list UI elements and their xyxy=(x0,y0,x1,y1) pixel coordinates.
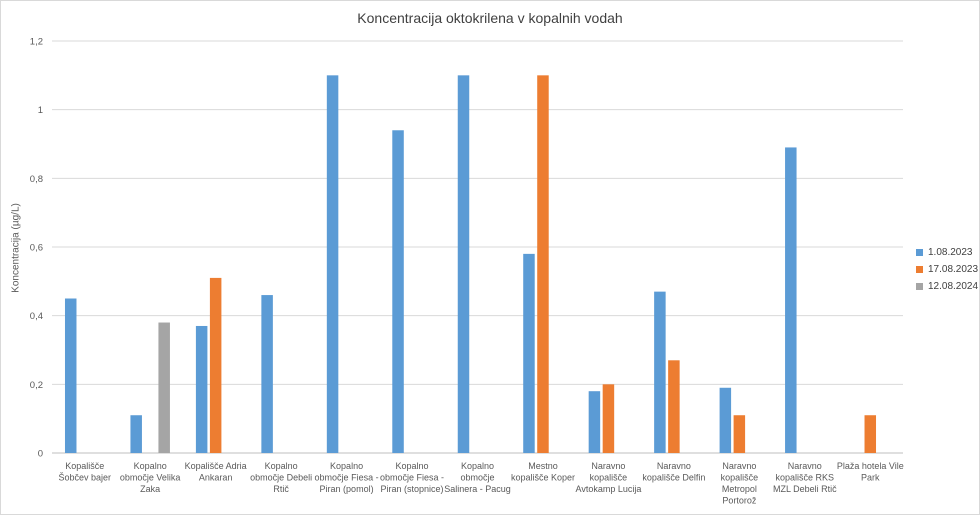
bar-17-08-2023 xyxy=(733,415,746,453)
x-tick-label: Kopalno xyxy=(461,461,494,471)
x-tick-label: Kopališče Adria xyxy=(185,461,247,471)
bar-1-08-2023 xyxy=(523,253,535,453)
legend-label: 1.08.2023 xyxy=(928,247,973,258)
x-tick-label: kopališče xyxy=(721,473,759,483)
bar-1-08-2023 xyxy=(588,391,601,453)
bar-17-08-2023 xyxy=(537,75,549,453)
bar-1-08-2023 xyxy=(457,75,470,453)
x-tick-label: območje Fiesa - xyxy=(315,473,379,483)
x-tick-label: Naravno xyxy=(788,461,822,471)
x-tick-label: Zaka xyxy=(140,484,160,494)
x-tick-label: Naravno xyxy=(722,461,756,471)
y-tick-label: 0,6 xyxy=(30,243,43,254)
x-tick-label: območje xyxy=(460,473,494,483)
x-tick-label: Avtokamp Lucija xyxy=(575,484,641,494)
x-tick-label: območje Fiesa - xyxy=(380,473,444,483)
bar-1-08-2023 xyxy=(130,415,142,453)
y-tick-label: 1 xyxy=(38,105,43,116)
x-tick-label: Šobčev bajer xyxy=(58,473,111,483)
x-tick-label: kopališče Koper xyxy=(511,473,575,483)
legend-label: 12.08.2024 xyxy=(928,281,979,292)
x-tick-label: Kopalno xyxy=(134,461,167,471)
x-tick-label: Kopališče xyxy=(65,461,104,471)
legend-swatch xyxy=(916,249,923,256)
x-tick-label: Kopalno xyxy=(330,461,363,471)
chart-title: Koncentracija oktokrilena v kopalnih vod… xyxy=(357,10,623,26)
x-tick-label: Ankaran xyxy=(199,473,233,483)
x-tick-label: kopališče Delfin xyxy=(642,473,705,483)
x-tick-label: Metropol xyxy=(722,484,757,494)
bar-1-08-2023 xyxy=(195,325,208,453)
bar-17-08-2023 xyxy=(209,277,222,453)
legend-swatch xyxy=(916,283,923,290)
y-tick-label: 1,2 xyxy=(30,37,43,48)
x-tick-label: kopališče xyxy=(590,473,628,483)
x-tick-label: Kopalno xyxy=(265,461,298,471)
bar-17-08-2023 xyxy=(602,384,615,453)
legend-swatch xyxy=(916,266,923,273)
bar-1-08-2023 xyxy=(719,387,732,453)
x-tick-label: MZL Debeli Rtič xyxy=(773,484,837,494)
x-tick-label: območje Debeli xyxy=(250,473,312,483)
bar-1-08-2023 xyxy=(654,291,666,453)
x-tick-label: Naravno xyxy=(591,461,625,471)
bar-17-08-2023 xyxy=(668,360,680,453)
x-tick-label: območje Velika xyxy=(120,473,181,483)
x-tick-label: Piran (pomol) xyxy=(320,484,374,494)
legend-item: 17.08.2023 xyxy=(916,261,978,278)
legend-item: 12.08.2024 xyxy=(916,278,978,295)
chart-legend: 1.08.2023 17.08.2023 12.08.2024 xyxy=(916,244,978,295)
bar-1-08-2023 xyxy=(326,75,339,453)
legend-item: 1.08.2023 xyxy=(916,244,978,261)
y-tick-label: 0,4 xyxy=(30,311,43,322)
x-tick-label: Portorož xyxy=(722,496,757,506)
x-tick-label: Salinera - Pacug xyxy=(444,484,511,494)
x-tick-label: Park xyxy=(861,473,880,483)
y-tick-label: 0,8 xyxy=(30,174,43,185)
bar-12-08-2024 xyxy=(158,322,170,453)
bar-1-08-2023 xyxy=(785,147,797,453)
x-tick-label: Piran (stopnice) xyxy=(381,484,444,494)
y-tick-label: 0,2 xyxy=(30,380,43,391)
bar-1-08-2023 xyxy=(64,298,77,453)
bar-1-08-2023 xyxy=(261,295,273,453)
legend-label: 17.08.2023 xyxy=(928,264,979,275)
y-tick-label: 0 xyxy=(38,449,43,460)
x-tick-label: Kopalno xyxy=(396,461,429,471)
bar-1-08-2023 xyxy=(392,130,404,453)
x-tick-label: Plaža hotela Vile xyxy=(837,461,904,471)
x-tick-label: Naravno xyxy=(657,461,691,471)
x-tick-label: Rtič xyxy=(273,484,289,494)
x-tick-label: kopališče RKS xyxy=(776,473,835,483)
x-tick-label: Mestno xyxy=(528,461,558,471)
bar-17-08-2023 xyxy=(864,415,877,453)
